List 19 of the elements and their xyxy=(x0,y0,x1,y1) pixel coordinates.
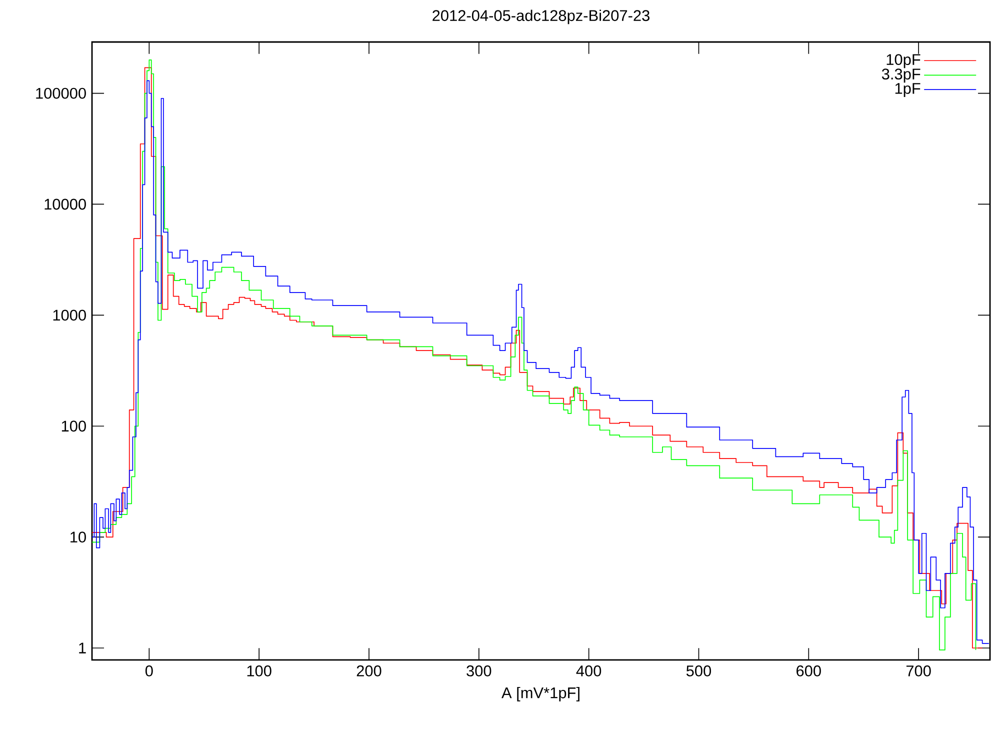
x-axis-title: A [mV*1pF] xyxy=(502,686,580,702)
x-tick-label: 300 xyxy=(466,665,492,676)
legend-label: 3.3pF xyxy=(882,68,920,83)
y-tick-label: 10000 xyxy=(44,198,86,210)
y-tick-label: 1 xyxy=(79,642,86,654)
x-tick-label: 100 xyxy=(247,665,272,676)
x-tick-label: 200 xyxy=(356,665,382,676)
y-tick-label: 100000 xyxy=(36,88,86,99)
legend-label: 10pF xyxy=(886,54,920,68)
y-tick-label: 100 xyxy=(62,420,86,432)
x-tick-label: 400 xyxy=(576,665,602,676)
x-tick-label: 600 xyxy=(796,665,821,676)
x-tick-label: 700 xyxy=(906,665,931,676)
x-tick-label: 500 xyxy=(686,665,712,676)
chart-title: 2012-04-05-adc128pz-Bi207-23 xyxy=(432,10,650,24)
x-tick-label: 0 xyxy=(145,665,153,676)
legend-label: 1pF xyxy=(895,83,920,97)
y-tick-label: 10 xyxy=(70,532,86,543)
y-tick-label: 1000 xyxy=(53,310,86,321)
